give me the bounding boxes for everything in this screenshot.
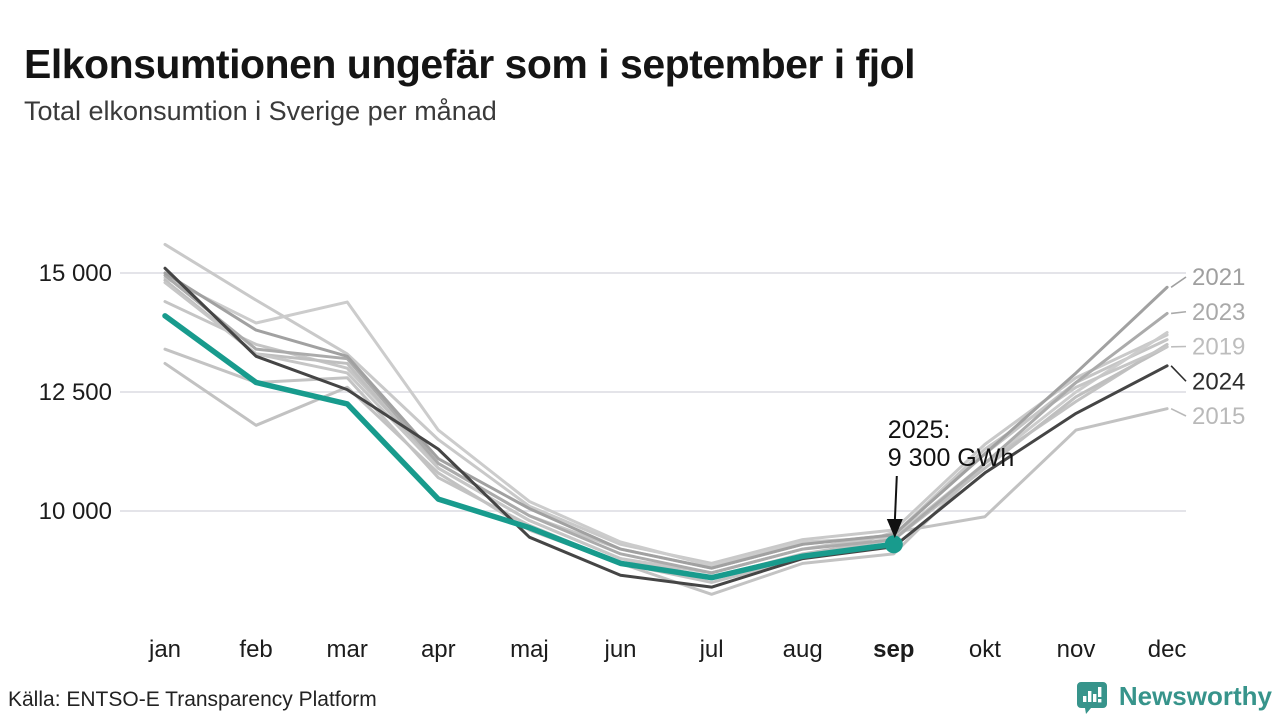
year-label-leader-2015 bbox=[1170, 407, 1187, 417]
y-axis-tick-label: 12 500 bbox=[39, 379, 112, 406]
series-end-dot-2025 bbox=[884, 535, 903, 554]
y-axis-tick-label: 10 000 bbox=[39, 498, 112, 525]
year-label-2015: 2015 bbox=[1192, 403, 1245, 430]
y-axis-tick-label: 15 000 bbox=[39, 260, 112, 287]
x-axis-month-label: maj bbox=[510, 636, 549, 663]
annotation-text: 2025: bbox=[888, 416, 951, 444]
annotation-arrow-shaft bbox=[893, 475, 898, 523]
logo-exclamation bbox=[1097, 687, 1102, 697]
logo-bar-3 bbox=[1092, 694, 1097, 702]
x-axis-month-label: nov bbox=[1057, 636, 1096, 663]
series-line-2023 bbox=[163, 273, 1169, 575]
logo-exclamation-dot bbox=[1097, 699, 1102, 703]
series-line-2024 bbox=[163, 266, 1169, 589]
x-axis-month-label: sep bbox=[873, 636, 914, 663]
x-axis-month-label: apr bbox=[421, 636, 456, 663]
x-axis-month-label: jun bbox=[603, 636, 636, 663]
x-axis-month-label: feb bbox=[239, 636, 272, 663]
x-axis-month-label: mar bbox=[327, 636, 368, 663]
series-line-2021 bbox=[163, 271, 1169, 570]
year-label-2023: 2023 bbox=[1192, 299, 1245, 326]
chart-subtitle: Total elkonsumtion i Sverige per månad bbox=[24, 96, 497, 126]
year-label-2021: 2021 bbox=[1192, 264, 1245, 291]
logo-bar-2 bbox=[1087, 691, 1092, 702]
newsworthy-logo-icon bbox=[1076, 682, 1107, 714]
source-note: Källa: ENTSO-E Transparency Platform bbox=[8, 688, 377, 711]
series-line-2016 bbox=[163, 242, 1169, 565]
year-label-leader-2023 bbox=[1171, 310, 1187, 315]
x-axis-month-label: aug bbox=[783, 636, 823, 663]
series-line-2019 bbox=[163, 281, 1169, 575]
year-label-leader-2021 bbox=[1170, 276, 1187, 288]
series-line-2025 bbox=[162, 313, 897, 581]
brand-name: Newsworthy bbox=[1118, 680, 1272, 711]
year-label-2024: 2024 bbox=[1192, 368, 1245, 395]
x-axis-month-label: jul bbox=[699, 636, 724, 663]
x-axis-month-label: okt bbox=[969, 636, 1001, 663]
year-label-leader-2024 bbox=[1170, 365, 1187, 382]
annotation-text: 9 300 GWh bbox=[888, 444, 1014, 472]
series-line-2020 bbox=[163, 342, 1169, 596]
year-label-2019: 2019 bbox=[1192, 334, 1245, 361]
newsworthy-brand: Newsworthy bbox=[1074, 678, 1272, 714]
annotation-arrow-head bbox=[886, 519, 903, 538]
chart-title: Elkonsumtionen ungefär som i september i… bbox=[24, 41, 916, 88]
x-axis-month-label: dec bbox=[1148, 636, 1187, 663]
logo-bar-1 bbox=[1082, 696, 1087, 702]
x-axis-month-label: jan bbox=[148, 636, 181, 663]
